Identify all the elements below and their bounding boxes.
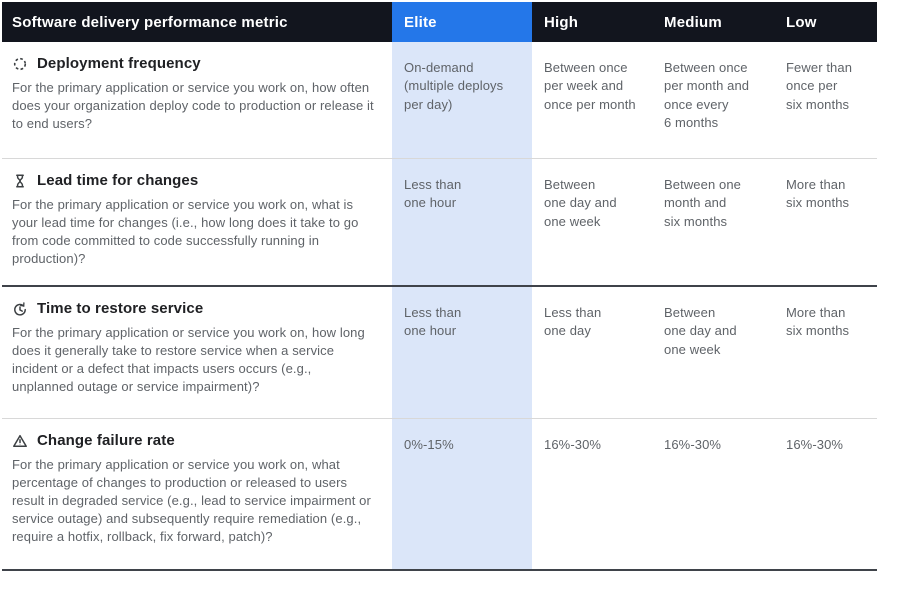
performance-metrics-table: Software delivery performance metric Eli… — [2, 2, 877, 571]
elite-value: 0%-15% — [392, 419, 532, 569]
header-low-column: Low — [786, 13, 817, 31]
metric-title: Time to restore service — [12, 300, 376, 317]
low-value: More than six months — [786, 177, 850, 211]
deployment-cycle-icon — [12, 56, 28, 72]
metric-title-label: Change failure rate — [37, 432, 175, 449]
metric-title-label: Lead time for changes — [37, 172, 199, 189]
metric-description: For the primary application or service y… — [12, 80, 374, 131]
low-value: Fewer than once per six months — [786, 60, 853, 112]
metric-cell: Change failure rate For the primary appl… — [2, 419, 392, 569]
metric-description: For the primary application or service y… — [12, 325, 365, 394]
medium-value: Between one month and six months — [664, 177, 741, 229]
hourglass-icon — [12, 173, 28, 189]
low-value: More than six months — [786, 305, 850, 339]
header-elite-column: Elite — [392, 2, 532, 42]
warning-triangle-icon — [12, 433, 28, 449]
table-row-deployment-frequency: Deployment frequency For the primary app… — [2, 42, 877, 159]
medium-value: Between once per month and once every 6 … — [664, 60, 750, 131]
restore-clock-icon — [12, 301, 28, 317]
table-row-lead-time: Lead time for changes For the primary ap… — [2, 159, 877, 287]
medium-value: Between one day and one week — [664, 305, 737, 357]
table-header-row: Software delivery performance metric Eli… — [2, 2, 877, 42]
metric-cell: Deployment frequency For the primary app… — [2, 42, 392, 158]
elite-value: Less than one hour — [392, 159, 532, 285]
metric-cell: Lead time for changes For the primary ap… — [2, 159, 392, 285]
metric-title: Deployment frequency — [12, 55, 376, 72]
table-row-change-failure-rate: Change failure rate For the primary appl… — [2, 419, 877, 571]
metric-description: For the primary application or service y… — [12, 197, 359, 266]
high-value: Less than one day — [544, 305, 602, 339]
low-value: 16%-30% — [786, 437, 844, 452]
elite-value: On-demand (multiple deploys per day) — [392, 42, 532, 158]
header-medium-column: Medium — [664, 13, 722, 31]
header-metric-column: Software delivery performance metric — [12, 13, 288, 31]
metric-title: Change failure rate — [12, 432, 376, 449]
metric-title: Lead time for changes — [12, 172, 376, 189]
metric-title-label: Time to restore service — [37, 300, 204, 317]
metric-cell: Time to restore service For the primary … — [2, 287, 392, 418]
header-high-column: High — [544, 13, 579, 31]
metric-title-label: Deployment frequency — [37, 55, 201, 72]
high-value: 16%-30% — [544, 437, 602, 452]
high-value: Between once per week and once per month — [544, 60, 636, 112]
elite-value: Less than one hour — [392, 287, 532, 418]
table-row-time-to-restore: Time to restore service For the primary … — [2, 287, 877, 419]
medium-value: 16%-30% — [664, 437, 722, 452]
metric-description: For the primary application or service y… — [12, 457, 371, 544]
high-value: Between one day and one week — [544, 177, 617, 229]
